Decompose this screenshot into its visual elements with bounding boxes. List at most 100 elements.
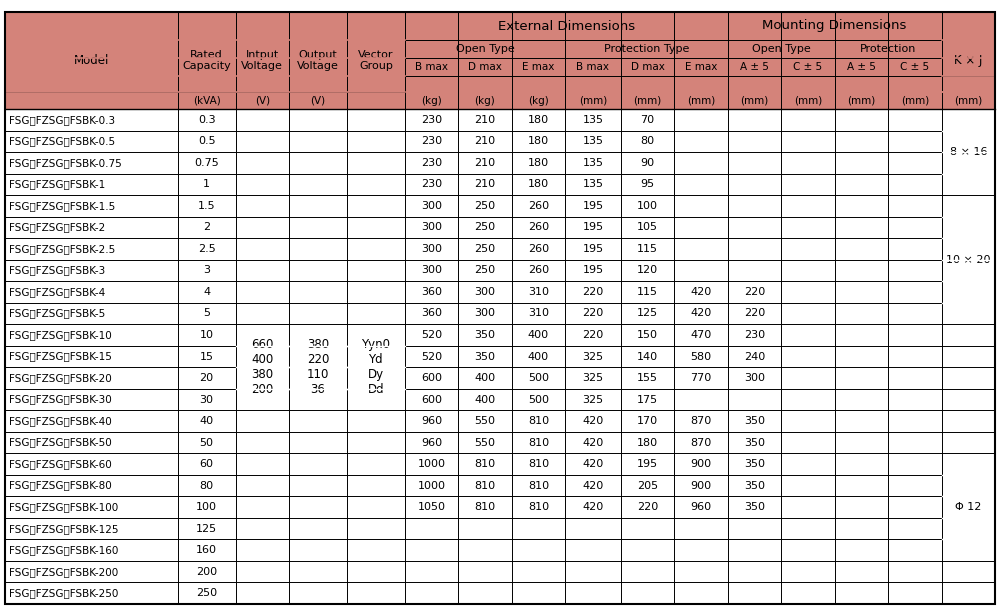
Text: 210: 210: [474, 136, 496, 146]
Text: D max: D max: [631, 62, 664, 72]
Text: 310: 310: [528, 287, 549, 297]
Text: 810: 810: [528, 481, 549, 491]
Text: FSG、FZSG、FSBK-40: FSG、FZSG、FSBK-40: [9, 416, 112, 426]
Text: Mounting Dimensions: Mounting Dimensions: [762, 20, 907, 32]
Bar: [5, 217, 995, 238]
Text: Yyn0
Yd
Dy
Dd: Yyn0 Yd Dy Dd: [361, 338, 390, 397]
Text: FSG、FZSG、FSBK-0.75: FSG、FZSG、FSBK-0.75: [9, 158, 122, 168]
Text: 420: 420: [582, 459, 604, 469]
Text: (kg): (kg): [528, 95, 549, 106]
Text: 115: 115: [637, 244, 658, 254]
Bar: [5, 411, 995, 432]
Text: 350: 350: [744, 502, 765, 512]
Text: 135: 135: [582, 179, 603, 189]
Text: 195: 195: [637, 459, 658, 469]
Text: External Dimensions: External Dimensions: [498, 20, 635, 32]
Text: FSG、FZSG、FSBK-30: FSG、FZSG、FSBK-30: [9, 395, 112, 404]
Text: 250: 250: [474, 265, 496, 276]
Bar: [5, 540, 995, 561]
Text: 870: 870: [690, 416, 712, 426]
Text: 210: 210: [474, 179, 496, 189]
Text: Open Type: Open Type: [752, 44, 811, 54]
Text: 300: 300: [421, 265, 442, 276]
Bar: [5, 302, 995, 324]
Text: 325: 325: [582, 395, 604, 404]
Text: 260: 260: [528, 265, 549, 276]
Text: 135: 135: [582, 136, 603, 146]
Text: 420: 420: [582, 416, 604, 426]
Text: B max: B max: [576, 62, 609, 72]
Text: 220: 220: [582, 309, 604, 318]
Text: 1.5: 1.5: [198, 201, 215, 211]
Text: 115: 115: [637, 287, 658, 297]
Text: (mm): (mm): [954, 95, 982, 106]
Text: D max: D max: [468, 62, 502, 72]
Bar: [5, 582, 995, 604]
Text: 250: 250: [474, 201, 496, 211]
Text: 100: 100: [196, 502, 217, 512]
Text: 195: 195: [582, 222, 604, 232]
Text: 180: 180: [528, 115, 549, 125]
Text: 960: 960: [690, 502, 712, 512]
Text: 205: 205: [637, 481, 658, 491]
Text: 10: 10: [200, 330, 214, 340]
Text: (mm): (mm): [847, 95, 875, 106]
Text: 15: 15: [200, 351, 214, 362]
Text: FSG、FZSG、FSBK-100: FSG、FZSG、FSBK-100: [9, 502, 118, 512]
Text: 175: 175: [637, 395, 658, 404]
Text: FSG、FZSG、FSBK-1.5: FSG、FZSG、FSBK-1.5: [9, 201, 115, 211]
Text: 180: 180: [528, 158, 549, 168]
Text: 350: 350: [744, 481, 765, 491]
Text: FSG、FZSG、FSBK-200: FSG、FZSG、FSBK-200: [9, 567, 118, 577]
Bar: [5, 453, 995, 475]
Text: FSG、FZSG、FSBK-2: FSG、FZSG、FSBK-2: [9, 222, 105, 232]
Text: 0.75: 0.75: [194, 158, 219, 168]
Text: 195: 195: [582, 265, 604, 276]
Text: (V): (V): [310, 95, 325, 106]
Text: A ± 5: A ± 5: [740, 62, 769, 72]
Text: 250: 250: [474, 222, 496, 232]
Text: 0.3: 0.3: [198, 115, 215, 125]
Text: 220: 220: [744, 287, 765, 297]
Text: 210: 210: [474, 115, 496, 125]
Text: 900: 900: [690, 459, 712, 469]
Text: 300: 300: [421, 244, 442, 254]
Text: 8 × 16: 8 × 16: [950, 147, 987, 157]
Text: 520: 520: [421, 351, 442, 362]
Text: Protection Type: Protection Type: [604, 44, 689, 54]
Text: FSG、FZSG、FSBK-0.5: FSG、FZSG、FSBK-0.5: [9, 136, 115, 146]
Text: 350: 350: [744, 459, 765, 469]
Text: 2: 2: [203, 222, 210, 232]
Text: 180: 180: [528, 136, 549, 146]
Text: 30: 30: [200, 395, 214, 404]
Text: FSG、FZSG、FSBK-250: FSG、FZSG、FSBK-250: [9, 588, 118, 598]
Bar: [5, 518, 995, 540]
Text: 260: 260: [528, 244, 549, 254]
Text: FSG、FZSG、FSBK-1: FSG、FZSG、FSBK-1: [9, 179, 105, 189]
Bar: [5, 346, 995, 367]
Text: (mm): (mm): [901, 95, 929, 106]
Text: Output
Voltage: Output Voltage: [297, 49, 339, 71]
Text: 80: 80: [200, 481, 214, 491]
Text: 230: 230: [421, 158, 442, 168]
Bar: [5, 12, 995, 109]
Text: 195: 195: [582, 201, 604, 211]
Text: FSG、FZSG、FSBK-50: FSG、FZSG、FSBK-50: [9, 437, 112, 448]
Text: 220: 220: [582, 330, 604, 340]
Text: 400: 400: [474, 395, 496, 404]
Text: 770: 770: [690, 373, 712, 383]
Text: 310: 310: [528, 309, 549, 318]
Text: (mm): (mm): [687, 95, 715, 106]
Text: K × J: K × J: [954, 54, 982, 67]
Text: 400: 400: [528, 351, 549, 362]
Text: 105: 105: [637, 222, 658, 232]
Text: 420: 420: [582, 437, 604, 448]
Text: 810: 810: [528, 459, 549, 469]
Text: 5: 5: [203, 309, 210, 318]
Text: (kVA): (kVA): [193, 95, 220, 106]
Text: FSG、FZSG、FSBK-2.5: FSG、FZSG、FSBK-2.5: [9, 244, 115, 254]
Bar: [5, 496, 995, 518]
Text: Φ 12: Φ 12: [955, 502, 981, 512]
Text: 240: 240: [744, 351, 765, 362]
Text: 135: 135: [582, 115, 603, 125]
